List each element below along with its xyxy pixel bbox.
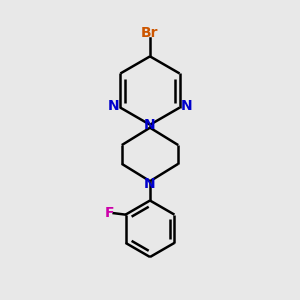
Text: N: N <box>144 177 156 190</box>
Text: N: N <box>144 118 156 132</box>
Text: Br: Br <box>141 26 159 40</box>
Text: N: N <box>107 99 119 113</box>
Text: N: N <box>181 99 193 113</box>
Text: F: F <box>104 206 114 220</box>
